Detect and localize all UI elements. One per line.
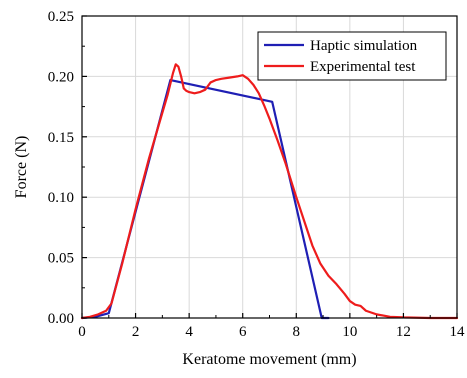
x-tick-label: 8 bbox=[293, 324, 301, 340]
legend-box bbox=[257, 31, 447, 81]
y-tick-label: 0.20 bbox=[48, 69, 74, 85]
x-axis-label: Keratome movement (mm) bbox=[182, 351, 356, 368]
legend: Haptic simulation Experimental test bbox=[257, 31, 447, 81]
series-line-experimental-test bbox=[80, 63, 459, 320]
legend-label-haptic-simulation: Haptic simulation bbox=[310, 38, 418, 54]
series-layer bbox=[80, 63, 459, 320]
y-tick-label: 0.25 bbox=[48, 9, 74, 25]
x-tick-label: 0 bbox=[78, 324, 86, 340]
y-axis-label: Force (N) bbox=[13, 136, 30, 199]
x-tick-label: 4 bbox=[185, 324, 193, 340]
legend-label-experimental-test: Experimental test bbox=[310, 59, 416, 75]
series-line-haptic-simulation bbox=[80, 78, 330, 320]
y-tick-label: 0.00 bbox=[48, 311, 74, 327]
x-tick-label: 12 bbox=[396, 324, 411, 340]
x-tick-label: 6 bbox=[239, 324, 247, 340]
x-tick-label: 10 bbox=[342, 324, 357, 340]
y-tick-label: 0.15 bbox=[48, 130, 74, 146]
y-tick-label: 0.10 bbox=[48, 190, 74, 206]
y-tick-label: 0.05 bbox=[48, 251, 74, 267]
x-tick-label: 2 bbox=[132, 324, 140, 340]
axis-ticks: 0 2 4 6 8 10 12 14 0.00 0.05 0.10 0.15 0.20 0.25 bbox=[48, 9, 465, 340]
x-tick-label: 14 bbox=[450, 324, 466, 340]
